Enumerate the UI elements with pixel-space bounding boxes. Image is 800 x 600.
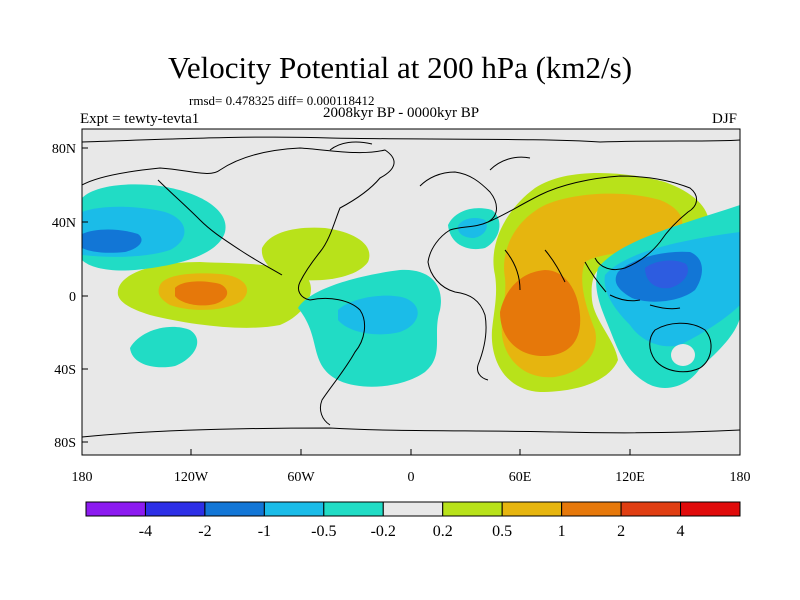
chart-title: Velocity Potential at 200 hPa (km2/s)	[167, 50, 633, 85]
lon-tick-label: 60E	[509, 470, 532, 485]
colorbar-swatch	[204, 501, 265, 517]
anomaly-positive-pacific-0.5	[261, 227, 370, 281]
colorbar-label: -2	[198, 523, 211, 540]
colorbar-swatch	[442, 501, 503, 517]
colorbar-label: 2	[617, 523, 625, 540]
colorbar-swatch	[85, 501, 146, 517]
lon-tick-label: 0	[408, 470, 415, 485]
anomaly-negative-pacific-1	[82, 229, 142, 253]
colorbar-swatch	[323, 501, 384, 517]
lon-tick-labels: 180 120W 60W 0 60E 120E 180	[72, 470, 751, 485]
colorbar-swatch	[680, 501, 741, 517]
stats-text: rmsd= 0.478325 diff= 0.000118412	[189, 93, 375, 108]
experiment-label: Expt = tewty-tevta1	[80, 111, 200, 127]
colorbar-label: 1	[558, 523, 566, 540]
lon-tick-label: 180	[730, 470, 751, 485]
colorbar-swatch	[501, 501, 563, 517]
colorbar-swatch	[561, 501, 622, 517]
anomaly-positive-1	[500, 270, 581, 357]
colorbar	[85, 501, 741, 517]
colorbar-label: 0.2	[433, 523, 453, 540]
colorbar-label: 4	[677, 523, 685, 540]
lat-tick-label: 80N	[52, 142, 76, 157]
australia-gap	[671, 344, 695, 366]
colorbar-swatch	[382, 501, 444, 517]
anomaly-negative-atlantic-0.5	[338, 295, 418, 335]
lon-tick-label: 120E	[615, 470, 645, 485]
lat-tick-labels: 80N 40N 0 40S 80S	[52, 142, 76, 451]
anomaly-negative-maritime-2	[645, 260, 689, 289]
map-plot-area	[82, 129, 740, 455]
lon-tick-label: 120W	[174, 470, 209, 485]
colorbar-swatch	[144, 501, 206, 517]
lat-tick-label: 40S	[54, 363, 76, 378]
period-label: 2008kyr BP - 0000kyr BP	[323, 105, 480, 121]
colorbar-label: -0.5	[311, 523, 336, 540]
anomaly-negative-mediterranean-0.5	[457, 218, 487, 238]
lat-tick-marks	[82, 147, 88, 443]
colorbar-swatch	[263, 501, 325, 517]
colorbar-label: 0.5	[492, 523, 512, 540]
lon-tick-marks	[81, 449, 741, 455]
lon-tick-label: 180	[72, 470, 93, 485]
anomaly-negative-south-pacific	[130, 326, 198, 368]
colorbar-swatch	[620, 501, 682, 517]
colorbar-labels: -4 -2 -1 -0.5 -0.2 0.2 0.5 1 2 4	[139, 523, 685, 540]
lon-tick-label: 60W	[287, 470, 315, 485]
coastlines	[82, 136, 740, 438]
lat-tick-label: 0	[69, 290, 76, 305]
lat-tick-label: 40N	[52, 216, 76, 231]
lat-tick-label: 80S	[54, 436, 76, 451]
season-label: DJF	[712, 111, 738, 127]
colorbar-label: -0.2	[371, 523, 396, 540]
colorbar-label: -4	[139, 523, 152, 540]
anomaly-positive-pacific-2	[175, 281, 228, 306]
colorbar-label: -1	[258, 523, 271, 540]
